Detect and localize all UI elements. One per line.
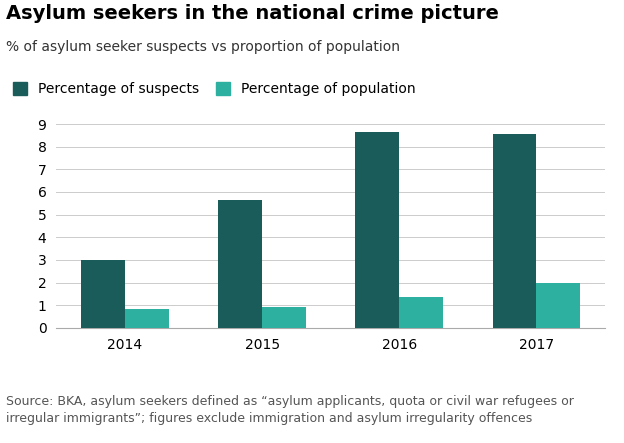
Bar <box>218 200 262 328</box>
Bar <box>262 307 306 328</box>
Text: % of asylum seeker suspects vs proportion of population: % of asylum seeker suspects vs proportio… <box>6 40 400 54</box>
Legend: Percentage of suspects, Percentage of population: Percentage of suspects, Percentage of po… <box>13 82 416 96</box>
Bar <box>399 296 443 328</box>
Bar <box>492 134 537 328</box>
Bar <box>356 132 399 328</box>
Bar <box>81 260 125 328</box>
Text: Asylum seekers in the national crime picture: Asylum seekers in the national crime pic… <box>6 4 499 23</box>
Bar <box>125 309 169 328</box>
Bar <box>537 283 580 328</box>
Text: Source: BKA, asylum seekers defined as “asylum applicants, quota or civil war re: Source: BKA, asylum seekers defined as “… <box>6 395 574 425</box>
